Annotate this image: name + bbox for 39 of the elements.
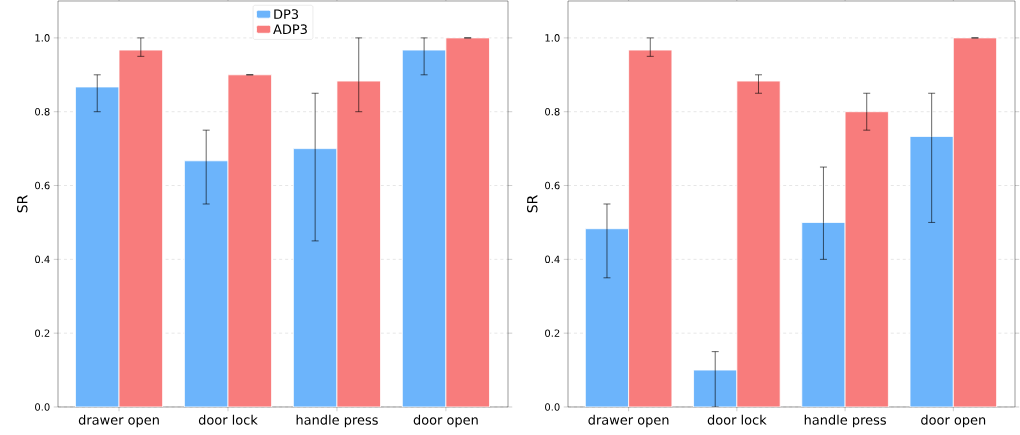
y-axis-title: SR <box>17 195 28 213</box>
x-tick-label: handle press <box>804 414 886 428</box>
bar <box>184 160 228 407</box>
x-tick-label: drawer open <box>78 414 159 428</box>
bar <box>736 81 781 407</box>
y-tick-label: 0.4 <box>35 255 50 264</box>
y-tick-label: 0.0 <box>545 403 560 411</box>
y-tick-label: 0.4 <box>545 255 560 264</box>
legend-label: DP3 <box>274 9 299 20</box>
y-tick-label: 0.2 <box>545 329 560 337</box>
legend-label: ADP3 <box>273 24 307 35</box>
x-tick-label: drawer open <box>588 414 669 428</box>
bar <box>445 37 490 407</box>
x-tick-label: door lock <box>198 414 258 425</box>
bar <box>628 50 672 407</box>
y-tick-label: 0.0 <box>35 403 50 411</box>
bar <box>293 148 337 407</box>
y-tick-label: 0.6 <box>35 181 50 190</box>
bar <box>75 86 120 407</box>
x-tick-label: door open <box>921 414 986 428</box>
x-tick-label: door open <box>413 414 478 428</box>
y-axis-title: SR <box>527 195 538 213</box>
y-tick-label: 1.0 <box>35 34 50 42</box>
bar <box>801 222 846 407</box>
bar <box>119 50 163 407</box>
y-tick-label: 0.6 <box>545 181 560 190</box>
y-tick-label: 0.2 <box>35 329 50 337</box>
x-tick-label: handle press <box>296 414 378 428</box>
y-tick-label: 0.8 <box>35 107 50 116</box>
bar <box>336 81 381 407</box>
x-tick-label: door lock <box>707 414 767 425</box>
y-tick-label: 0.8 <box>545 107 560 116</box>
y-tick-label: 1.0 <box>545 34 560 42</box>
bar <box>952 37 998 407</box>
bar <box>909 136 954 407</box>
bar <box>845 111 889 407</box>
bar <box>585 228 629 407</box>
bar <box>401 49 447 407</box>
bar <box>227 74 272 407</box>
